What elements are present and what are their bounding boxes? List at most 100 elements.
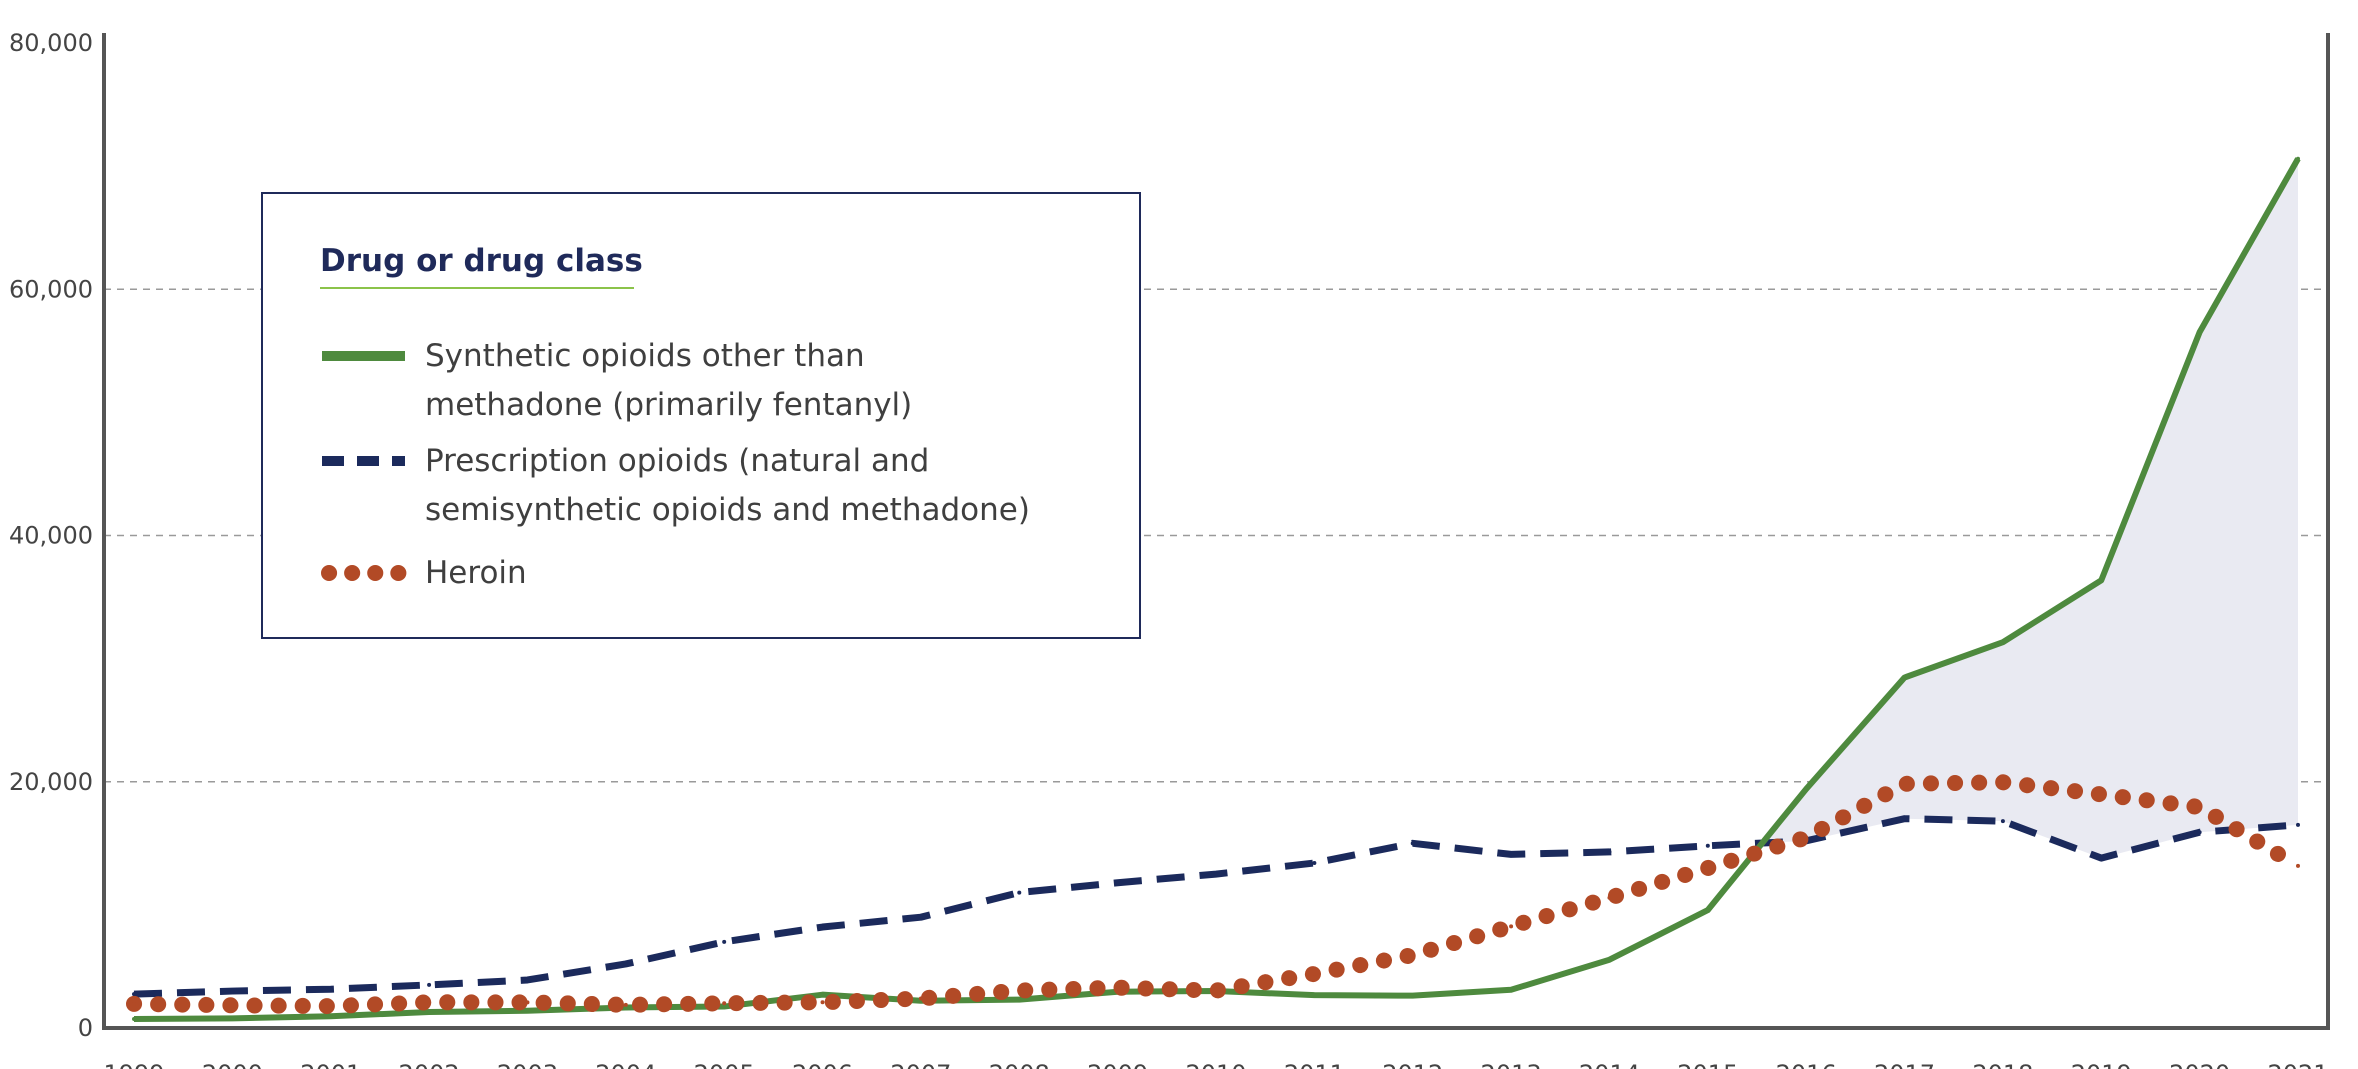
x-tick-label-2020: 2020 — [2169, 1060, 2230, 1069]
data-point-heroin-2020 — [2197, 805, 2202, 810]
data-point-heroin-2008 — [1017, 988, 1022, 993]
data-point-prescription-2000 — [230, 989, 235, 994]
x-tick-label-2014: 2014 — [1579, 1060, 1640, 1069]
data-point-synthetic-1999 — [132, 1017, 136, 1022]
x-tick-label-2006: 2006 — [792, 1060, 853, 1069]
legend-label-prescription-line2: semisynthetic opioids and methadone) — [425, 492, 1030, 528]
data-point-heroin-2004 — [623, 1002, 628, 1007]
y-tick-label-80000: 80,000 — [9, 29, 93, 57]
x-tick-label-2017: 2017 — [1874, 1060, 1935, 1069]
data-point-heroin-2010 — [1214, 988, 1218, 993]
data-point-synthetic-2015 — [1705, 908, 1710, 913]
data-point-synthetic-2019 — [2099, 578, 2104, 583]
data-point-synthetic-2020 — [2197, 330, 2202, 335]
x-tick-label-2000: 2000 — [202, 1060, 263, 1069]
data-point-prescription-2007 — [918, 915, 923, 920]
data-point-synthetic-2013 — [1509, 987, 1514, 992]
legend-label-heroin: Heroin — [425, 555, 527, 591]
x-axis-tick-labels: 1999 2000 2001 2002 2003 2004 2005 2006 2007 2008… — [103, 1060, 2328, 1069]
data-point-synthetic-2005 — [722, 1004, 727, 1009]
data-point-heroin-2000 — [230, 1003, 235, 1008]
data-point-synthetic-2000 — [230, 1016, 235, 1021]
x-tick-label-2021: 2021 — [2267, 1060, 2328, 1069]
data-point-synthetic-2017 — [1902, 675, 1907, 680]
data-point-heroin-2002 — [427, 1000, 432, 1005]
x-tick-label-2003: 2003 — [497, 1060, 558, 1069]
x-tick-label-2012: 2012 — [1382, 1060, 1443, 1069]
series-line-prescription — [133, 815, 2299, 998]
data-point-prescription-2019 — [2099, 856, 2104, 861]
legend-label-synthetic-line2: methadone (primarily fentanyl) — [425, 387, 912, 423]
x-tick-label-2018: 2018 — [1972, 1060, 2033, 1069]
data-point-heroin-2018 — [2000, 780, 2005, 785]
data-point-prescription-2015 — [1705, 843, 1710, 848]
x-tick-label-2009: 2009 — [1087, 1060, 1148, 1069]
x-tick-label-2007: 2007 — [890, 1060, 951, 1069]
data-point-prescription-2018 — [2000, 819, 2005, 824]
data-point-synthetic-2008 — [1017, 997, 1022, 1002]
data-point-synthetic-2001 — [328, 1014, 333, 1019]
y-tick-label-0: 0 — [78, 1014, 93, 1042]
data-point-heroin-2007 — [918, 996, 923, 1001]
data-point-prescription-2021 — [2296, 822, 2300, 827]
data-point-synthetic-2014 — [1607, 957, 1612, 962]
x-tick-label-2010: 2010 — [1185, 1060, 1246, 1069]
data-point-heroin-2001 — [328, 1004, 333, 1009]
x-tick-label-2013: 2013 — [1481, 1060, 1542, 1069]
data-point-heroin-2009 — [1115, 985, 1120, 990]
data-point-synthetic-2002 — [427, 1010, 432, 1015]
data-point-synthetic-2003 — [525, 1008, 530, 1013]
data-point-synthetic-2006 — [820, 992, 825, 997]
legend-label-prescription-line1: Prescription opioids (natural and — [425, 443, 929, 479]
data-point-heroin-2014 — [1607, 895, 1612, 900]
data-point-heroin-2006 — [820, 1000, 825, 1005]
legend: Drug or drug class Synthetic opioids oth… — [261, 192, 1141, 639]
data-point-synthetic-2021 — [2296, 156, 2300, 161]
data-point-heroin-2021 — [2296, 863, 2300, 868]
x-tick-label-2001: 2001 — [300, 1060, 361, 1069]
data-point-prescription-2011 — [1312, 861, 1317, 866]
y-tick-label-60000: 60,000 — [9, 275, 93, 303]
x-tick-label-2016: 2016 — [1776, 1060, 1837, 1069]
data-point-heroin-2016 — [1804, 835, 1809, 840]
data-point-synthetic-2011 — [1312, 993, 1317, 998]
data-point-heroin-2011 — [1312, 971, 1317, 976]
legend-label-synthetic-line1: Synthetic opioids other than — [425, 338, 865, 374]
data-point-prescription-1999 — [132, 992, 136, 997]
data-point-prescription-2005 — [722, 939, 727, 944]
data-point-prescription-2012 — [1410, 841, 1415, 846]
data-point-heroin-2019 — [2099, 792, 2104, 797]
data-point-heroin-2012 — [1410, 953, 1415, 958]
x-tick-label-2011: 2011 — [1284, 1060, 1345, 1069]
data-point-heroin-2003 — [525, 1000, 530, 1005]
data-point-prescription-2020 — [2197, 830, 2202, 835]
data-point-prescription-2014 — [1607, 849, 1612, 854]
data-point-synthetic-2018 — [2000, 640, 2005, 645]
data-point-heroin-2017 — [1902, 781, 1907, 786]
data-point-prescription-2003 — [525, 977, 530, 982]
x-tick-label-2004: 2004 — [595, 1060, 656, 1069]
data-point-prescription-2002 — [427, 982, 432, 987]
y-tick-label-20000: 20,000 — [9, 768, 93, 796]
data-point-prescription-2006 — [820, 925, 825, 930]
y-axis-tick-labels: 0 20,000 40,000 60,000 80,000 — [9, 29, 93, 1042]
data-point-synthetic-2016 — [1804, 786, 1809, 791]
legend-box — [261, 192, 1141, 639]
data-point-prescription-2008 — [1017, 890, 1022, 895]
axes — [102, 33, 2330, 1030]
data-point-heroin-2005 — [722, 1001, 727, 1006]
data-point-heroin-1999 — [132, 1001, 136, 1006]
data-point-prescription-2010 — [1214, 872, 1218, 877]
data-point-synthetic-2012 — [1410, 993, 1415, 998]
x-tick-label-2002: 2002 — [399, 1060, 460, 1069]
y-tick-label-40000: 40,000 — [9, 522, 93, 550]
data-point-prescription-2001 — [328, 987, 333, 992]
data-point-heroin-2013 — [1509, 924, 1514, 929]
legend-title: Drug or drug class — [320, 243, 643, 279]
x-tick-label-2015: 2015 — [1677, 1060, 1738, 1069]
data-point-prescription-2017 — [1902, 816, 1907, 821]
x-tick-label-2005: 2005 — [694, 1060, 755, 1069]
series-lines — [126, 156, 2306, 1023]
data-point-prescription-2004 — [623, 961, 628, 966]
